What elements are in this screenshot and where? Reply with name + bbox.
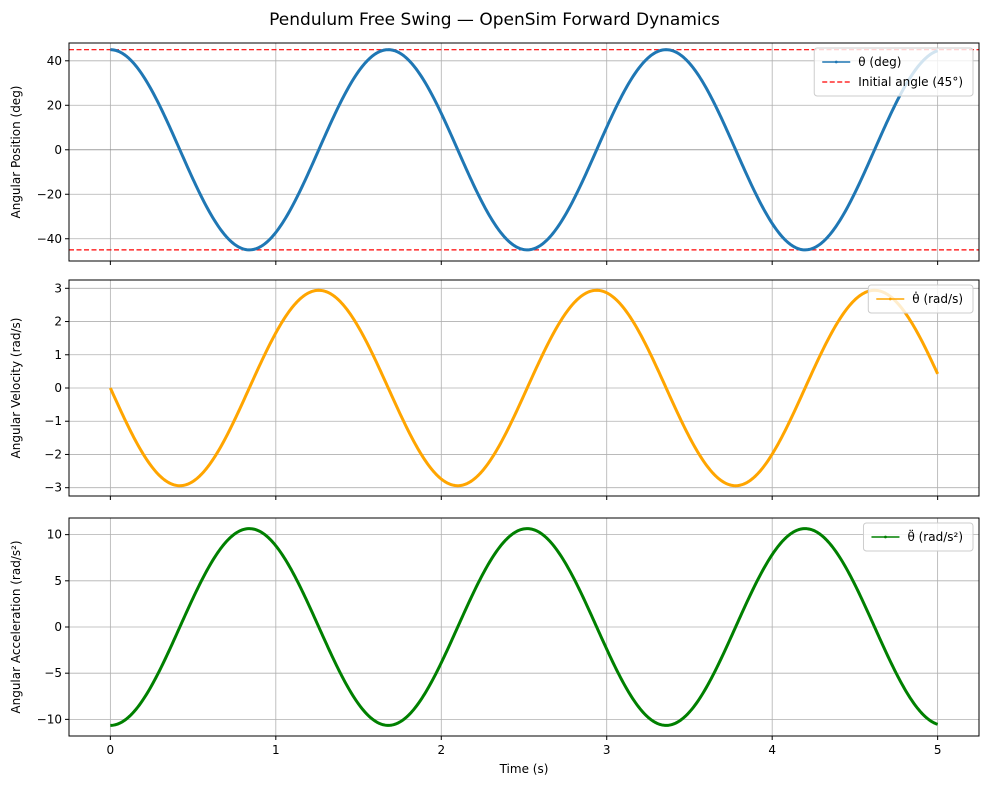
legend-label: θ̇ (rad/s): [912, 291, 963, 306]
x-tick-label: 5: [934, 743, 942, 757]
y-tick-label: 3: [54, 281, 62, 295]
series-line: [110, 48, 939, 252]
y-tick-label: 1: [54, 348, 62, 362]
axes-frame: [68, 42, 980, 262]
legend-label: θ (deg): [858, 55, 901, 69]
y-tick-label: 0: [54, 620, 62, 634]
y-axis-label: Angular Acceleration (rad/s²): [9, 540, 23, 713]
legend-box: [862, 522, 974, 552]
legend-label: Initial angle (45°): [858, 75, 963, 89]
x-axis-label: Time (s): [499, 762, 549, 776]
series-line: [108, 288, 940, 488]
y-tick-label: −1: [44, 414, 62, 428]
y-axis-label: Angular Position (deg): [9, 86, 23, 219]
legend-marker: [888, 297, 892, 301]
legend: θ̇ (rad/s): [867, 284, 974, 314]
x-tick-label: 3: [603, 743, 611, 757]
x-tick-label: 0: [107, 743, 115, 757]
figure-title: Pendulum Free Swing — OpenSim Forward Dy…: [269, 10, 720, 30]
y-tick-label: 10: [47, 528, 62, 542]
legend: θ̈ (rad/s²): [862, 522, 974, 552]
y-tick-label: 20: [47, 98, 62, 112]
y-tick-label: −2: [44, 447, 62, 461]
x-tick-label: 4: [768, 743, 776, 757]
legend-marker: [884, 535, 887, 539]
y-tick-label: 40: [47, 54, 62, 68]
legend-box: [813, 47, 974, 97]
y-tick-label: −5: [44, 666, 62, 680]
y-tick-label: 0: [54, 143, 62, 157]
y-tick-label: −20: [37, 187, 62, 201]
x-tick-label: 1: [272, 743, 280, 757]
legend-box: [867, 284, 974, 314]
y-tick-label: 0: [54, 381, 62, 395]
legend: θ (deg) Initial angle (45°): [813, 47, 974, 97]
legend-label: θ̈ (rad/s²): [907, 529, 963, 544]
panel-2: −3 −2 −1 0 1 2 3 Angular Velocity (rad/s) θ̇ (ra…: [9, 279, 980, 500]
series-line: [110, 527, 939, 727]
panel-1: −40 −20 0 20 40 Angular Position (deg) θ (deg)…: [9, 42, 980, 265]
y-tick-label: 2: [54, 315, 62, 329]
y-tick-label: −10: [37, 712, 62, 726]
y-tick-label: −3: [44, 481, 62, 495]
x-tick-label: 2: [437, 743, 445, 757]
panel-3: 0 1 2 3 4 5 −10 −5 0 5 10 Angular Acceleration (rad…: [9, 517, 980, 776]
y-tick-label: 5: [54, 574, 62, 588]
y-axis-label: Angular Velocity (rad/s): [9, 318, 23, 459]
legend-marker: [834, 60, 838, 64]
y-tick-label: −40: [37, 232, 62, 246]
